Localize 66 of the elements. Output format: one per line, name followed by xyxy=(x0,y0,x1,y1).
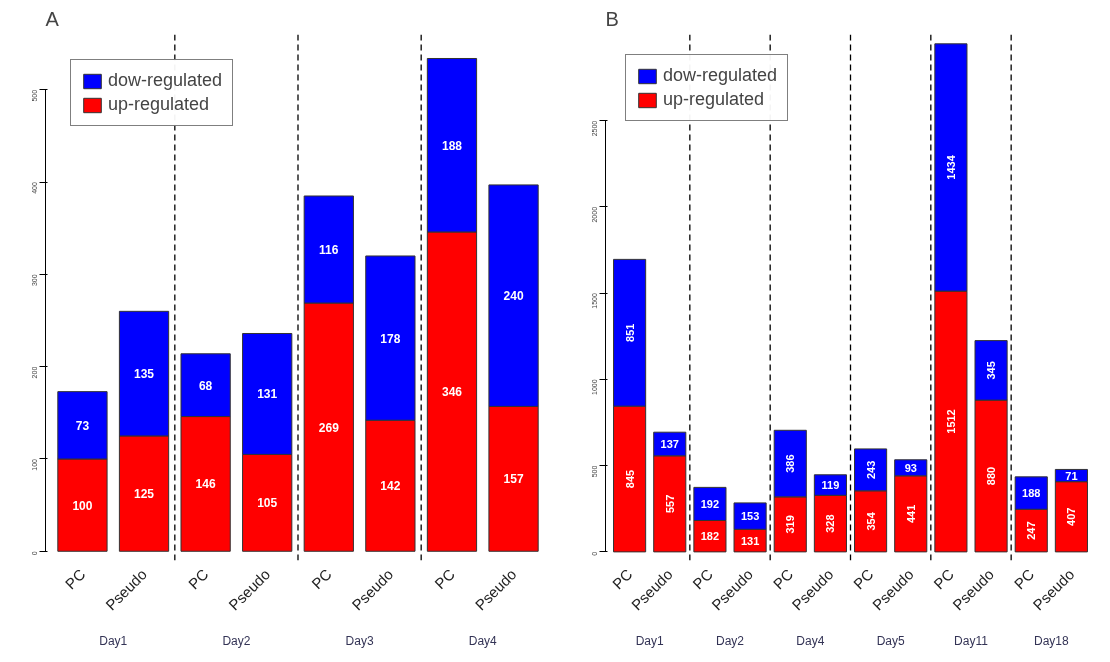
x-tick-label: PC xyxy=(184,565,212,593)
data-label: 192 xyxy=(700,497,720,510)
text: Day5 xyxy=(876,633,905,648)
chart-title: B xyxy=(605,7,619,30)
x-tick-label: PC xyxy=(61,565,89,593)
data-label: 188 xyxy=(441,138,463,153)
data-label: 240 xyxy=(503,289,524,304)
data-label: 247 xyxy=(1025,521,1038,540)
x-tick-label: PC xyxy=(689,565,717,593)
data-label: 119 xyxy=(821,479,840,492)
data-label: 1512 xyxy=(944,409,957,434)
data-label: 105 xyxy=(257,496,278,511)
legend-label: up-regulated xyxy=(663,89,765,110)
data-label: 73 xyxy=(75,418,90,433)
data-label: 131 xyxy=(257,387,278,402)
data-label: 153 xyxy=(740,510,760,523)
legend-label: dow-regulated xyxy=(663,65,778,86)
x-tick-label: PC xyxy=(308,565,335,593)
text: Day11 xyxy=(954,633,989,648)
x-tick-label: PC xyxy=(608,565,636,593)
data-label: 116 xyxy=(319,243,339,258)
data-label: 243 xyxy=(864,460,877,480)
data-label: 182 xyxy=(700,530,720,543)
data-label: 328 xyxy=(824,514,837,533)
data-label: 131 xyxy=(740,534,760,547)
text: Day3 xyxy=(345,633,374,648)
x-tick-label: PC xyxy=(849,565,877,593)
data-label: 157 xyxy=(503,472,524,487)
text: Day4 xyxy=(468,633,498,648)
x-tick-label: PC xyxy=(769,565,797,593)
chart-title: A xyxy=(45,7,60,30)
data-label: 407 xyxy=(1065,507,1078,526)
data-label: 142 xyxy=(380,479,401,494)
data-label: 135 xyxy=(134,367,155,382)
data-label: 386 xyxy=(784,454,797,473)
data-label: 441 xyxy=(904,504,917,524)
text: Day18 xyxy=(1033,633,1069,648)
data-label: 93 xyxy=(904,461,917,474)
data-label: 188 xyxy=(1022,487,1041,500)
data-label: 346 xyxy=(441,385,463,400)
text: Day2 xyxy=(222,633,251,648)
data-label: 269 xyxy=(318,420,340,435)
text: Day1 xyxy=(99,633,128,648)
data-label: 1434 xyxy=(944,154,957,180)
text: Day2 xyxy=(716,633,745,648)
data-label: 319 xyxy=(784,515,797,534)
text: Day4 xyxy=(796,633,825,648)
x-tick-label: PC xyxy=(431,565,459,593)
data-label: 345 xyxy=(985,361,998,380)
data-label: 845 xyxy=(623,469,636,489)
data-label: 880 xyxy=(985,466,998,486)
data-label: 178 xyxy=(380,331,401,346)
legend-label: dow-regulated xyxy=(108,70,223,91)
x-tick-label: PC xyxy=(930,565,958,593)
x-tick-label: PC xyxy=(1010,565,1038,593)
data-label: 125 xyxy=(134,487,155,502)
data-label: 146 xyxy=(195,477,216,492)
data-label: 71 xyxy=(1065,469,1078,482)
text: Day1 xyxy=(635,633,665,648)
legend-label: up-regulated xyxy=(108,94,210,115)
data-label: 68 xyxy=(198,378,213,393)
data-label: 100 xyxy=(72,498,93,513)
data-label: 557 xyxy=(663,494,676,514)
data-label: 137 xyxy=(660,438,679,450)
data-label: 851 xyxy=(623,323,636,342)
data-label: 354 xyxy=(864,511,877,531)
